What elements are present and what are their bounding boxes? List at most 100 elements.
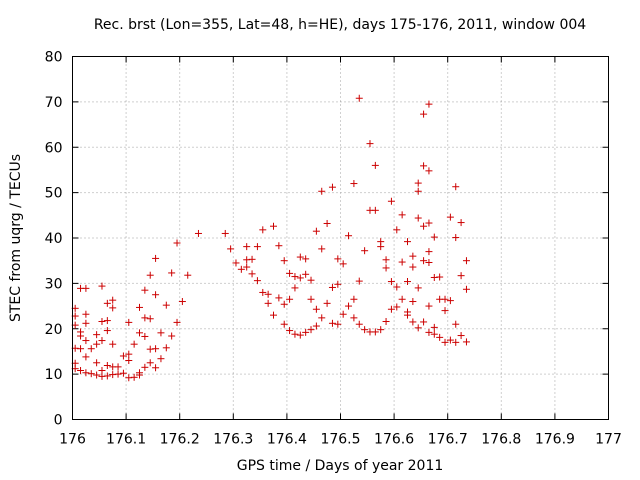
data-point (103, 362, 111, 370)
data-points (71, 94, 470, 382)
x-tick-label: 176 (59, 432, 86, 448)
data-point (462, 285, 470, 293)
data-point (141, 363, 149, 371)
data-point (307, 295, 315, 303)
data-point (371, 328, 379, 336)
data-point (371, 206, 379, 214)
data-point (409, 252, 417, 260)
data-point (345, 232, 353, 240)
data-point (237, 265, 245, 273)
data-point (152, 291, 160, 299)
data-point (436, 273, 444, 281)
data-point (136, 371, 143, 379)
data-point (425, 167, 433, 175)
data-point (114, 370, 122, 378)
data-point (446, 213, 454, 221)
data-point (130, 340, 138, 348)
data-point (248, 255, 256, 263)
data-point (296, 331, 304, 339)
data-point (296, 274, 304, 282)
x-tick-label: 176.1 (106, 432, 146, 448)
plot-frame (72, 56, 609, 420)
data-point (398, 211, 406, 219)
data-point (318, 314, 326, 322)
data-point (441, 307, 449, 315)
x-tick-label: 176.2 (160, 432, 200, 448)
data-point (382, 264, 390, 272)
data-point (87, 370, 95, 378)
data-point (409, 263, 417, 271)
x-tick-label: 176.3 (213, 432, 253, 448)
data-point (141, 314, 149, 322)
data-point (173, 239, 181, 247)
data-point (125, 350, 133, 358)
data-point (125, 357, 133, 365)
data-point (93, 359, 101, 367)
grid-lines (72, 56, 609, 420)
data-point (457, 272, 465, 280)
data-point (425, 100, 433, 108)
data-point (318, 187, 326, 195)
data-point (286, 327, 294, 335)
data-point (328, 183, 336, 191)
data-point (232, 259, 240, 267)
data-point (393, 303, 401, 311)
data-point (103, 327, 111, 335)
data-point (152, 254, 160, 262)
data-point (425, 219, 433, 227)
data-point (141, 286, 149, 294)
data-point (334, 280, 342, 288)
data-point (98, 317, 106, 325)
data-point (452, 234, 460, 242)
y-tick-labels: 0 10 20 30 40 50 60 70 80 (45, 50, 63, 429)
data-point (393, 226, 401, 234)
y-axis-label: STEC from uqrg / TECUs (8, 154, 24, 322)
x-tick-labels: 176 176.1 176.2 176.3 176.4 176.5 176.6 176.7 17… (59, 432, 622, 448)
data-point (404, 278, 411, 286)
data-point (275, 242, 283, 250)
data-point (114, 363, 122, 371)
data-point (398, 258, 406, 266)
data-point (312, 227, 320, 235)
data-point (420, 257, 428, 265)
data-point (221, 229, 229, 237)
data-point (93, 371, 101, 379)
data-point (382, 317, 390, 325)
data-point (387, 197, 395, 205)
data-point (312, 322, 320, 330)
x-tick-label: 176.9 (535, 432, 575, 448)
data-point (350, 180, 358, 188)
data-point (457, 219, 465, 227)
data-point (168, 332, 176, 340)
data-point (371, 161, 379, 169)
data-point (291, 273, 299, 281)
data-point (420, 318, 428, 326)
data-point (253, 277, 261, 285)
data-point (157, 355, 165, 363)
data-point (93, 331, 101, 339)
data-point (248, 270, 256, 278)
data-point (77, 345, 85, 353)
data-point (345, 302, 353, 310)
data-point (243, 263, 251, 271)
data-point (425, 259, 433, 267)
data-point (264, 290, 272, 298)
data-point (404, 238, 411, 246)
data-point (425, 328, 433, 336)
data-point (168, 269, 176, 277)
data-point (420, 110, 428, 118)
x-tick-label: 176.4 (267, 432, 307, 448)
data-point (328, 319, 336, 327)
data-point (302, 270, 310, 278)
y-tick-label: 60 (45, 140, 63, 156)
data-point (152, 364, 160, 372)
data-point (398, 295, 406, 303)
data-point (323, 219, 331, 227)
data-point (382, 256, 390, 264)
data-point (355, 94, 363, 102)
data-point (430, 233, 438, 241)
data-point (420, 162, 428, 170)
y-tick-label: 0 (54, 413, 63, 429)
data-point (425, 302, 433, 310)
data-point (334, 320, 342, 328)
